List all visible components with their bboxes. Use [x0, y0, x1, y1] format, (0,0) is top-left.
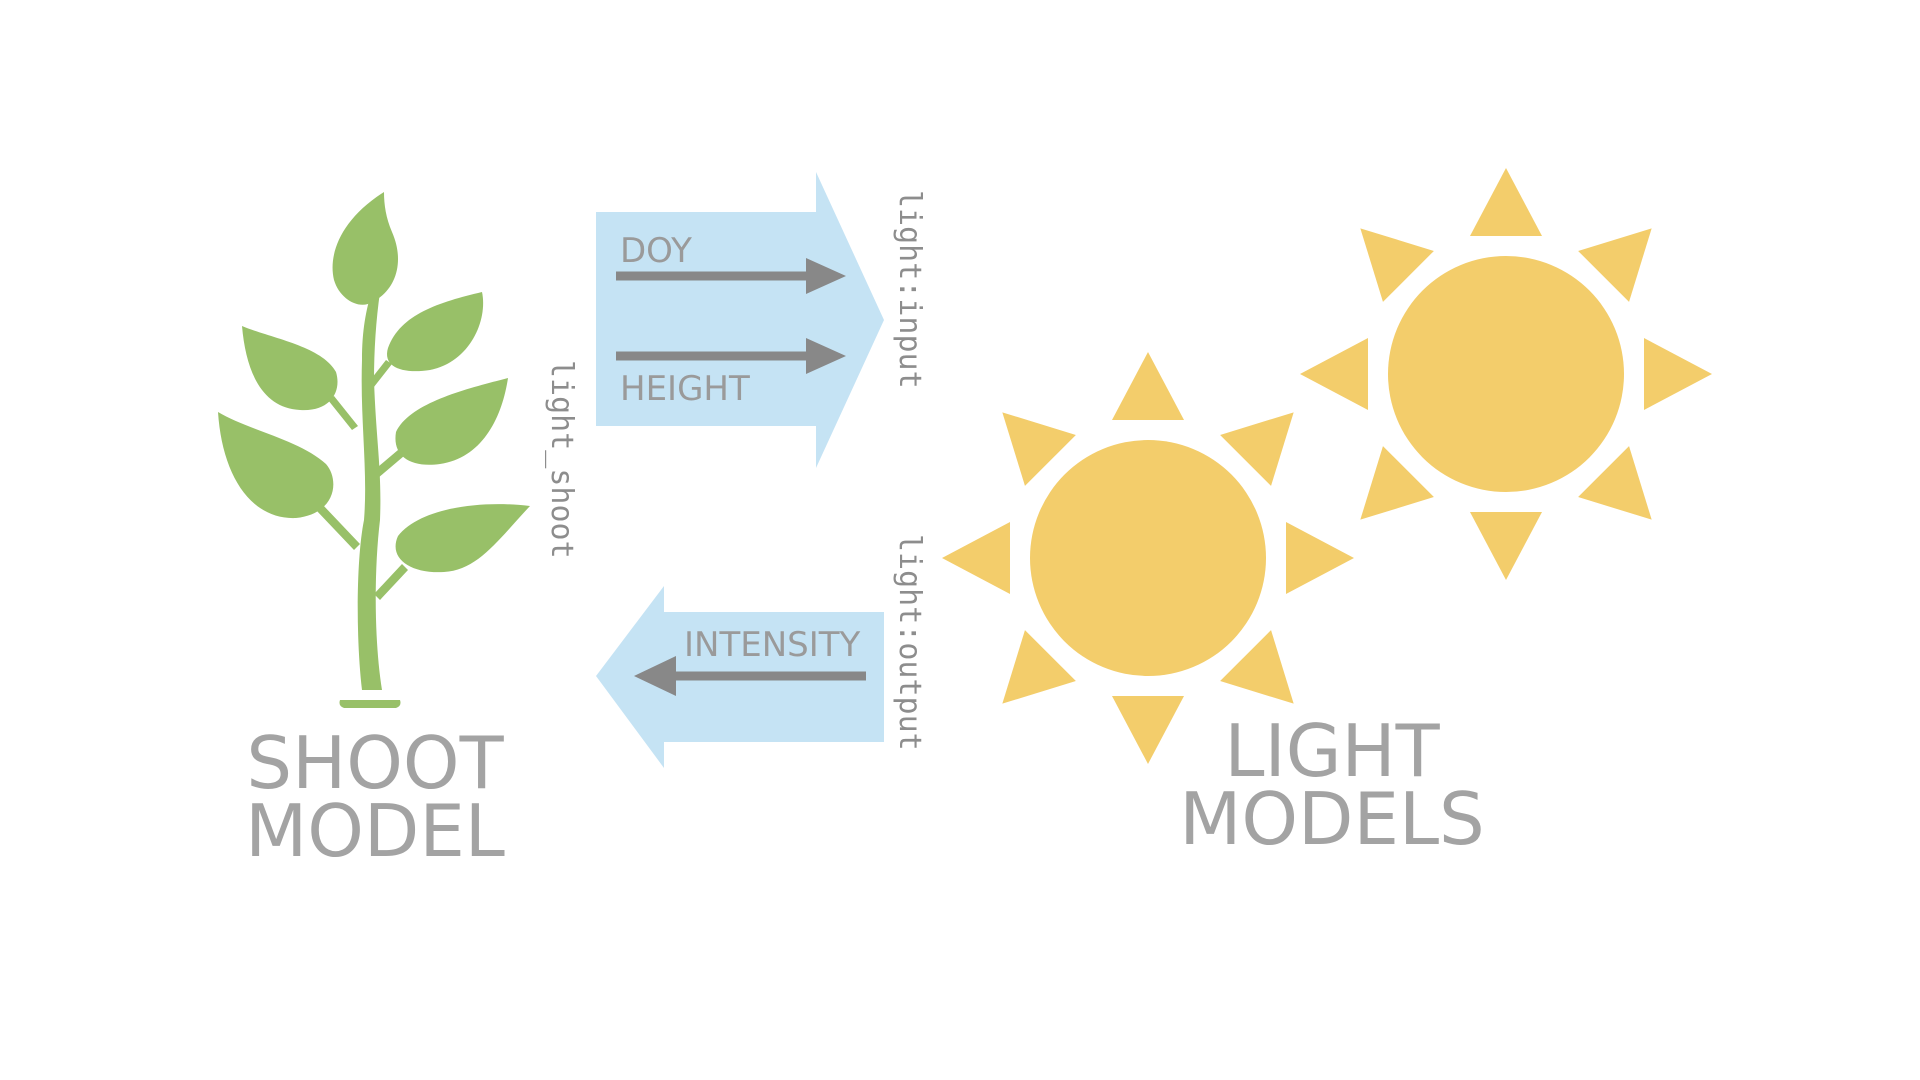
sun-ray: [1220, 630, 1294, 704]
sun-ray: [1300, 338, 1368, 410]
plant-icon: [218, 192, 530, 708]
doy-arrowhead: [806, 258, 846, 294]
shoot-model-title-line1: SHOOT: [246, 721, 504, 805]
input-item-height: HEIGHT: [620, 369, 750, 409]
sun-ray: [1470, 168, 1542, 236]
sun-ray: [1112, 696, 1184, 764]
output-item-intensity: INTENSITY: [684, 625, 861, 665]
light-models-title-line2: MODELS: [1179, 777, 1485, 861]
light-input-label: light:input: [892, 190, 927, 389]
sun-ray: [1002, 630, 1076, 704]
sun-ray: [1286, 522, 1354, 594]
sun-ray: [1578, 228, 1652, 302]
intensity-arrowhead: [634, 656, 676, 696]
output-arrow: INTENSITY: [596, 586, 884, 768]
sun-ray: [942, 522, 1010, 594]
sun-ray: [1578, 446, 1652, 520]
sun-ray: [1470, 512, 1542, 580]
light-models-title-line1: LIGHT: [1224, 709, 1440, 793]
input-arrow: DOY HEIGHT: [596, 172, 884, 468]
sun-ray: [1360, 228, 1434, 302]
light-shoot-label: light_shoot: [544, 360, 579, 559]
sun-ray: [1002, 412, 1076, 486]
sun-ray: [1220, 412, 1294, 486]
input-item-doy: DOY: [620, 231, 692, 271]
height-arrowhead: [806, 338, 846, 374]
sun-disc: [1030, 440, 1266, 676]
light-output-label: light:output: [892, 534, 927, 751]
sun-ray: [1112, 352, 1184, 420]
sun-disc: [1388, 256, 1624, 492]
sun-ray: [1644, 338, 1712, 410]
sun-ray: [1360, 446, 1434, 520]
sun-icon-back: [1300, 168, 1712, 580]
sun-icon-front: [942, 352, 1354, 764]
shoot-model-title-line2: MODEL: [245, 789, 505, 873]
